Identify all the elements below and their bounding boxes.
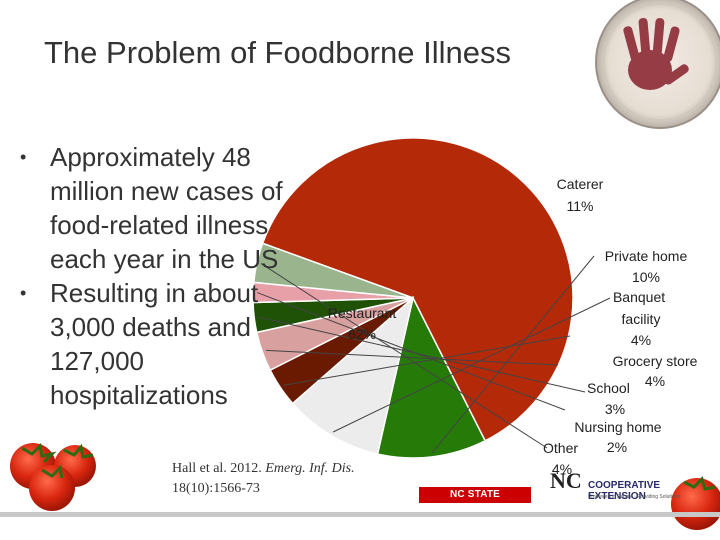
extension-nc-mark: NC bbox=[550, 468, 582, 493]
pie-label-other-name: Other bbox=[543, 440, 578, 456]
leader-line-nursing-home bbox=[256, 292, 566, 411]
pie-label-grocery-name: Grocery store bbox=[613, 353, 698, 369]
footer-bar bbox=[0, 512, 720, 517]
leader-line-banquet-facility bbox=[283, 335, 571, 386]
extension-name: COOPERATIVE EXTENSION bbox=[588, 480, 661, 502]
bullet-item: • Approximately 48 million new cases of f… bbox=[20, 140, 310, 276]
pie-label-private-home-name: Private home bbox=[605, 248, 688, 264]
leader-line-school bbox=[258, 316, 586, 393]
pie-label-private-home-value: 10% bbox=[632, 269, 660, 285]
leader-line-caterer bbox=[431, 255, 595, 454]
pie-label-nursing-home-name: Nursing home bbox=[574, 419, 661, 435]
bullet-dot-icon: • bbox=[20, 283, 27, 303]
pie-slice-restaurant bbox=[261, 137, 574, 442]
pie-label-caterer-value: 11% bbox=[567, 198, 594, 214]
pie-labels: Restaurant 62% Caterer 11% Private home … bbox=[328, 176, 698, 477]
pie-label-grocery-value: 4% bbox=[645, 373, 665, 389]
petri-dish-handprint-image bbox=[595, 0, 720, 129]
slide-title: The Problem of Foodborne Illness bbox=[44, 35, 511, 70]
leader-line-private-home bbox=[332, 297, 611, 433]
citation-prefix: Hall et al. 2012. bbox=[172, 461, 262, 476]
tomatoes-left-image bbox=[10, 442, 96, 511]
pie-label-school-name: School bbox=[587, 380, 630, 396]
pie-label-nursing-home-value: 2% bbox=[607, 439, 627, 455]
pie-leader-lines bbox=[256, 255, 611, 454]
citation-volume: 18(10):1566-73 bbox=[172, 481, 260, 496]
leader-line-grocery-store bbox=[266, 349, 559, 366]
bullet-text: Approximately 48 million new cases of fo… bbox=[50, 142, 283, 274]
pie-label-banquet-value: 4% bbox=[631, 332, 651, 348]
pie-label-banquet-name: Banquet facility bbox=[613, 289, 669, 327]
pie-label-other-value: 4% bbox=[552, 461, 572, 477]
leader-line-other bbox=[260, 263, 548, 449]
citation: Hall et al. 2012. Emerg. Inf. Dis. 18(10… bbox=[172, 459, 422, 499]
nc-state-university-logo: NC STATE UNIVERSITY bbox=[419, 487, 531, 516]
pie-label-restaurant-name: Restaurant bbox=[328, 305, 397, 321]
pie-slice-private-home bbox=[291, 295, 415, 455]
pie-label-banquet-line2: facility bbox=[622, 311, 661, 327]
pie-label-banquet-line1: Banquet bbox=[613, 289, 665, 305]
bullet-item: • Resulting in about 3,000 deaths and 127… bbox=[20, 276, 310, 412]
extension-tagline: Empowering People · Providing Solutions bbox=[588, 494, 680, 500]
pie-label-caterer-name: Caterer bbox=[557, 176, 604, 192]
bullet-text: Resulting in about 3,000 deaths and 127,… bbox=[50, 278, 259, 410]
pie-label-restaurant-value: 62% bbox=[348, 326, 376, 342]
bullet-list: • Approximately 48 million new cases of f… bbox=[20, 140, 310, 412]
bullet-dot-icon: • bbox=[20, 147, 27, 167]
cooperative-extension-logo: NC COOPERATIVE EXTENSION Empowering Peop… bbox=[550, 464, 680, 504]
pie-label-school-value: 3% bbox=[605, 401, 625, 417]
citation-journal: Emerg. Inf. Dis. bbox=[265, 461, 355, 476]
